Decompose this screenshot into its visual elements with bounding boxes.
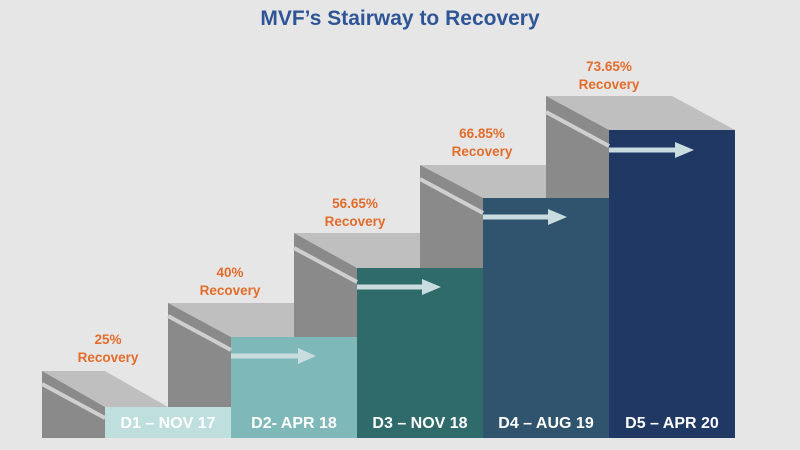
step-4-percent: 66.85%: [459, 126, 505, 141]
step-2: [167, 303, 357, 438]
step-4-recovery: 66.85% Recovery: [412, 125, 552, 161]
step-3-percent: 56.65%: [332, 196, 378, 211]
step-5-recovery-label: Recovery: [578, 77, 640, 92]
step-5-recovery: 73.65% Recovery: [539, 58, 679, 94]
step-1-face: [105, 407, 231, 438]
step-3-recovery-label: Recovery: [324, 214, 386, 229]
step-4-arrow-head: [548, 209, 567, 225]
step-2-stripe: [167, 314, 232, 352]
step-2-face: [231, 337, 357, 438]
step-1-side: [42, 371, 105, 438]
step-1-recovery-label: Recovery: [77, 350, 139, 365]
step-3-label: D3 – NOV 18: [372, 415, 468, 432]
step-2-side: [168, 303, 231, 407]
step-1-top: [42, 371, 168, 407]
step-2-recovery-label: Recovery: [199, 283, 261, 298]
step-1-recovery: 25% Recovery: [38, 331, 178, 367]
step-1-stripe: [41, 382, 106, 420]
step-3-arrow-head: [422, 279, 441, 295]
step-2-recovery: 40% Recovery: [160, 264, 300, 300]
step-5-stripe: [545, 110, 610, 148]
step-4-stripe: [419, 177, 484, 215]
step-5-percent: 73.65%: [586, 59, 632, 74]
step-1-percent: 25%: [94, 332, 122, 347]
step-4-face: [483, 198, 609, 438]
step-2-percent: 40%: [216, 265, 244, 280]
step-3-stripe: [293, 246, 358, 284]
step-5: [545, 96, 735, 438]
step-1: [41, 371, 231, 438]
step-4-recovery-label: Recovery: [451, 144, 513, 159]
step-5-label: D5 – APR 20: [625, 415, 719, 432]
step-4-side: [420, 165, 483, 268]
step-5-face: [609, 130, 735, 438]
step-4-label: D4 – AUG 19: [498, 415, 594, 432]
step-3-side: [294, 233, 357, 337]
step-1-label: D1 – NOV 17: [120, 415, 216, 432]
step-2-label: D2- APR 18: [251, 415, 337, 432]
step-2-arrow-head: [298, 348, 316, 364]
step-5-arrow-head: [675, 142, 694, 158]
diagram-title: MVF’s Stairway to Recovery: [260, 7, 540, 30]
step-3-recovery: 56.65% Recovery: [285, 195, 425, 231]
step-3-face: [357, 268, 483, 438]
